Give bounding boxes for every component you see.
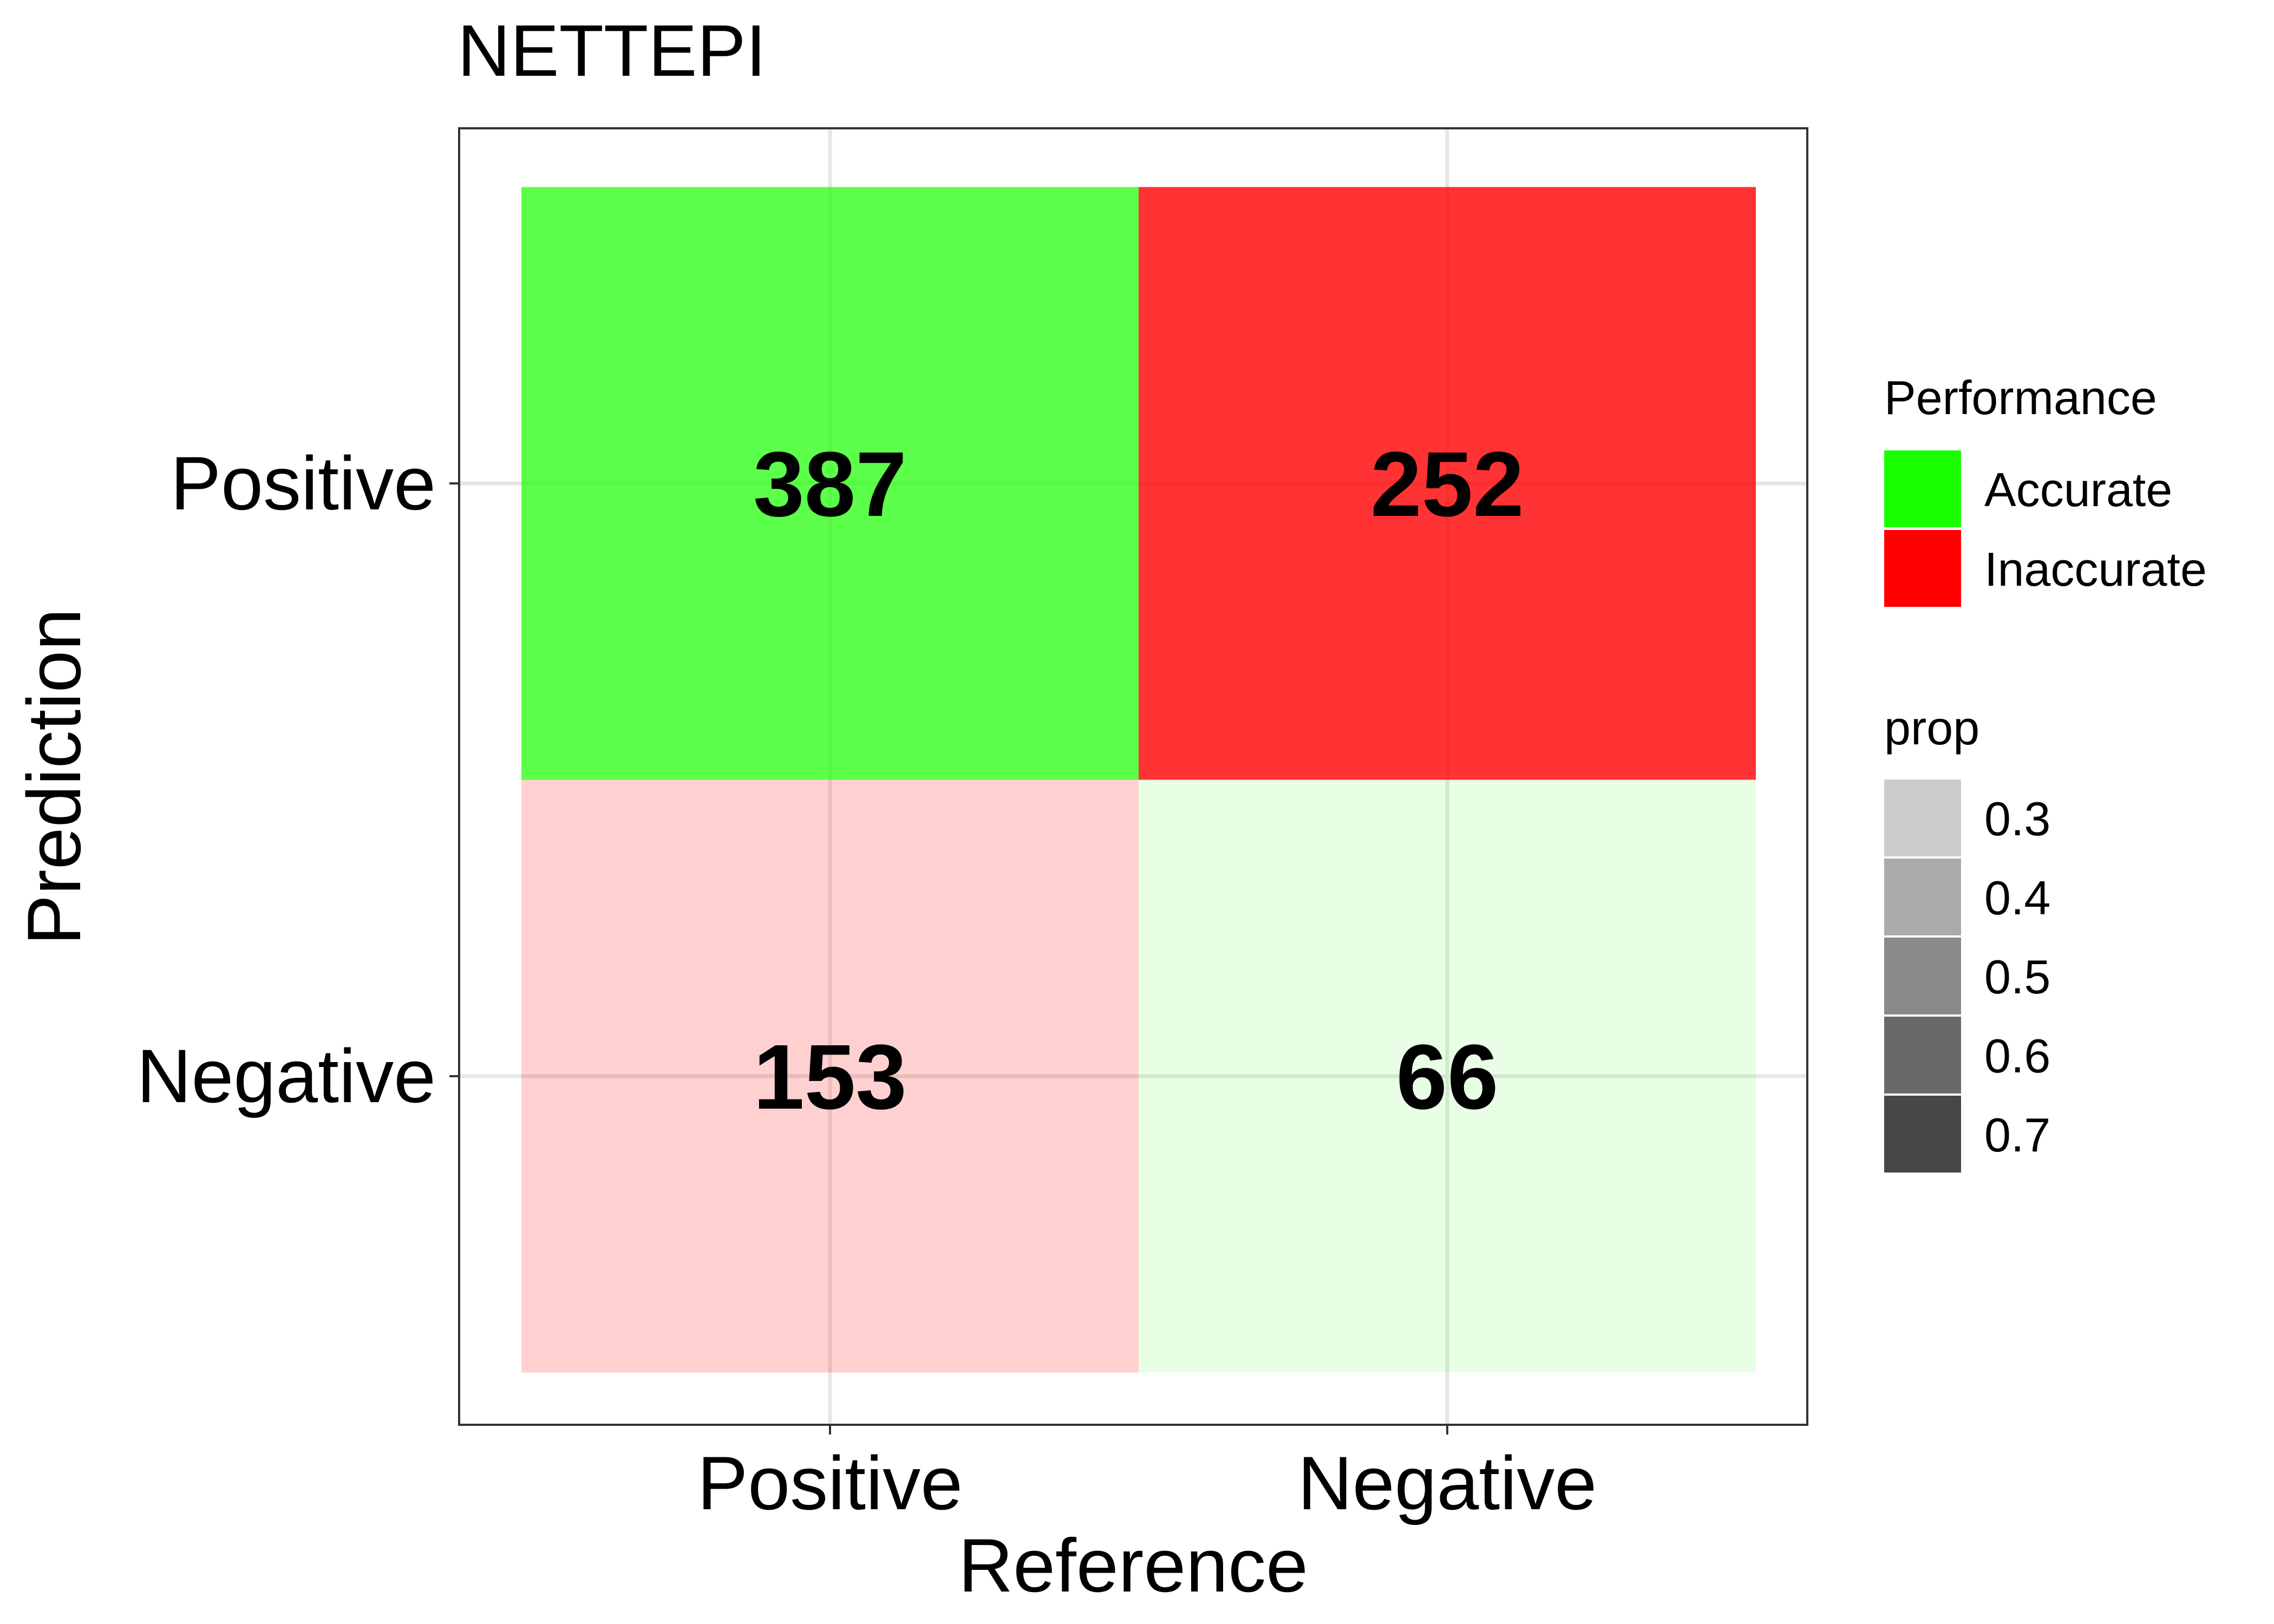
legend-key-bg xyxy=(1884,859,1961,935)
legend-key-accurate xyxy=(1884,450,1961,527)
legend-label-prop: 0.6 xyxy=(1984,1029,2050,1083)
legend-key-prop xyxy=(1884,859,1961,935)
legend-performance-entries: Accurate Inaccurate xyxy=(1884,450,2207,607)
legend-label-prop: 0.5 xyxy=(1984,950,2050,1004)
x-tick-label: Positive xyxy=(697,1440,963,1525)
cell-positive-positive xyxy=(521,187,1139,780)
legend-label-prop: 0.7 xyxy=(1984,1108,2050,1162)
legend-key-inaccurate xyxy=(1884,530,1961,607)
plot-panel: 387 252 153 66 xyxy=(458,127,1808,1426)
legend-prop-entries: 0.3 0.4 0.5 0.6 0.7 xyxy=(1884,780,2050,1173)
y-axis: Positive Negative xyxy=(136,441,459,1118)
panel-border xyxy=(458,127,1808,1426)
legend-label-accurate: Accurate xyxy=(1984,463,2172,516)
legend-label-inaccurate: Inaccurate xyxy=(1984,542,2207,596)
x-tick-label: Negative xyxy=(1298,1440,1597,1525)
legend-key-bg xyxy=(1884,938,1961,1014)
cell-count-label: 66 xyxy=(1396,1026,1498,1129)
y-tick-label: Negative xyxy=(136,1033,436,1118)
legend-label-prop: 0.4 xyxy=(1984,871,2050,925)
legend-key-prop xyxy=(1884,938,1961,1014)
legend-label-prop: 0.3 xyxy=(1984,792,2050,846)
heatmap-cells xyxy=(521,187,1756,1373)
legend-performance-title: Performance xyxy=(1884,371,2157,424)
x-axis-label: Reference xyxy=(958,1523,1308,1608)
legend-performance: Performance Accurate Inaccurate xyxy=(1884,371,2207,607)
legend-key-prop xyxy=(1884,1096,1961,1173)
cell-positive-negative xyxy=(1139,187,1756,780)
legend-key-prop xyxy=(1884,1017,1961,1093)
cell-count-label: 387 xyxy=(753,433,907,536)
legend-prop-title: prop xyxy=(1884,701,1979,755)
cell-negative-negative xyxy=(1139,780,1756,1373)
cell-labels: 387 252 153 66 xyxy=(753,433,1524,1129)
cell-count-label: 153 xyxy=(753,1026,907,1129)
legend-key-prop xyxy=(1884,780,1961,856)
legend-key-bg xyxy=(1884,780,1961,856)
legend-prop: prop 0.3 0.4 0.5 0.6 0.7 xyxy=(1884,701,2050,1173)
chart-title: NETTEPI xyxy=(458,10,766,91)
y-tick-label: Positive xyxy=(171,441,436,526)
x-axis: Positive Negative xyxy=(697,1425,1597,1525)
cell-negative-positive xyxy=(521,780,1139,1373)
y-axis-label: Prediction xyxy=(11,608,96,946)
cell-count-label: 252 xyxy=(1370,433,1524,536)
